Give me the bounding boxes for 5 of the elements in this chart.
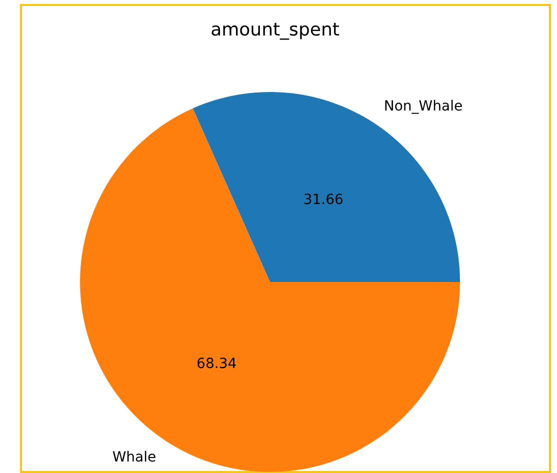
chart-title: amount_spent <box>210 20 340 40</box>
data-label: 31.66 <box>303 192 344 208</box>
data-label: 68.34 <box>196 356 237 372</box>
slice-label: Non_Whale <box>384 98 463 115</box>
slice-label: Whale <box>112 449 156 466</box>
